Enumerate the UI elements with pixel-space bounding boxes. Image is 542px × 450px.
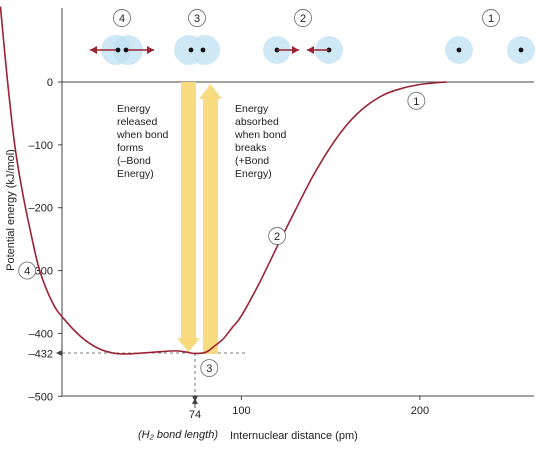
x-tick-label: 200 [411,405,429,417]
svg-text:2: 2 [274,231,280,243]
y-tick-label: –200 [29,203,53,215]
y-tick-label: –400 [29,328,53,340]
bond-length-value: 74 [189,409,201,421]
stage-1: 1 [445,9,535,64]
svg-text:4: 4 [119,13,125,25]
svg-text:3: 3 [206,363,212,375]
y-tick-label: –500 [29,391,53,403]
nucleus [456,47,462,53]
y-tick-label: –432 [29,349,53,361]
nucleus [200,47,206,53]
annotation-line: absorbed [235,116,279,128]
annotation-line: Energy) [235,168,272,180]
stage-number-4: 4 [113,9,131,27]
nucleus [115,47,121,53]
annotation-line: when bond [234,129,287,141]
curve-label-4: 4 [18,261,37,280]
energy-absorbed-arrow [199,84,222,354]
svg-text:1: 1 [413,96,419,108]
annotation-line: breaks [235,142,267,154]
y-axis-label: Potential energy (kJ/mol) [5,149,17,271]
svg-text:3: 3 [194,13,200,25]
bond-length-label: (H₂ bond length) [138,429,218,441]
annotation-line: released [117,116,157,128]
svg-text:2: 2 [300,13,306,25]
annotation-line: (–Bond [117,155,151,167]
svg-text:1: 1 [488,13,494,25]
stage-number-1: 1 [482,9,500,27]
curve-label-1: 1 [407,91,426,110]
annotation-line: Energy [117,103,151,115]
annotation-line: Energy [235,103,269,115]
nucleus [123,47,129,53]
nucleus [518,47,524,53]
annotation-line: Energy) [117,168,154,180]
curve-label-3: 3 [200,359,219,377]
x-tick-label: 100 [232,405,250,417]
annotation-line: (+Bond [235,155,269,167]
min-energy-arrowhead [56,350,62,356]
stage-3: 3 [174,9,220,65]
stage-number-2: 2 [294,9,312,27]
annotation-line: when bond [116,129,169,141]
nucleus [188,47,194,53]
bond-length-pointer-head [192,398,198,404]
curve-label-2: 2 [268,227,287,245]
stage-4: 4 [90,9,154,65]
stage-number-3: 3 [188,9,206,27]
y-tick-label: –100 [29,140,53,152]
energy-released-arrow [177,82,200,352]
svg-text:4: 4 [24,266,30,278]
annotation-line: forms [117,142,143,154]
y-ticks: 0–100–200–300–400–432–500 [29,77,62,403]
curve-labels: 4 2 1 3 [18,91,426,377]
x-axis-label: Internuclear distance (pm) [230,430,358,442]
atom-stages: 4 3 2 1 [90,9,535,65]
stage-2: 2 [263,9,343,64]
x-ticks: 100 200 [232,396,429,417]
potential-energy-curve [0,6,447,355]
y-tick-label: 0 [47,77,53,89]
